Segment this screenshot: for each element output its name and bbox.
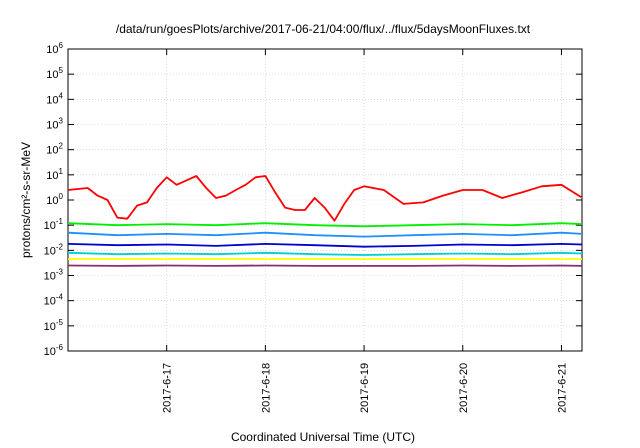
y-tick-label: 10-1 xyxy=(44,217,64,232)
y-axis-label: protons/cm²-s-sr-MeV xyxy=(19,142,33,258)
y-tick-label: 103 xyxy=(46,117,63,132)
y-tick-label: 10-3 xyxy=(44,268,64,283)
x-tick-label: 2017-6-20 xyxy=(458,363,470,413)
series-group xyxy=(67,175,583,267)
y-tick-label: 104 xyxy=(46,91,63,106)
y-tick-label: 105 xyxy=(46,66,63,81)
series-line-5 xyxy=(67,251,583,256)
x-axis: 2017-6-17 2017-6-18 2017-6-19 2017-6-20 2017… xyxy=(162,49,568,413)
y-tick-label: 106 xyxy=(46,41,63,56)
x-tick-label: 2017-6-17 xyxy=(162,363,174,413)
chart-grid xyxy=(68,48,582,352)
x-tick-label: 2017-6-21 xyxy=(556,363,568,413)
series-line-3 xyxy=(67,231,583,238)
series-line-4 xyxy=(67,242,583,248)
y-tick-label: 100 xyxy=(46,192,63,207)
chart-title: /data/run/goesPlots/archive/2017-06-21/0… xyxy=(116,22,531,36)
x-tick-label: 2017-6-18 xyxy=(260,363,272,413)
y-tick-label: 10-5 xyxy=(44,318,64,333)
y-tick-label: 102 xyxy=(46,142,63,157)
y-tick-label: 10-6 xyxy=(44,343,64,358)
plot-frame xyxy=(67,48,583,352)
series-line-2 xyxy=(67,222,583,228)
y-tick-label: 10-2 xyxy=(44,242,64,257)
x-tick-label: 2017-6-19 xyxy=(359,363,371,413)
y-tick-label: 10-4 xyxy=(44,293,64,308)
x-axis-label: Coordinated Universal Time (UTC) xyxy=(231,430,415,444)
series-line-1 xyxy=(67,175,582,222)
y-tick-label: 101 xyxy=(46,167,63,182)
